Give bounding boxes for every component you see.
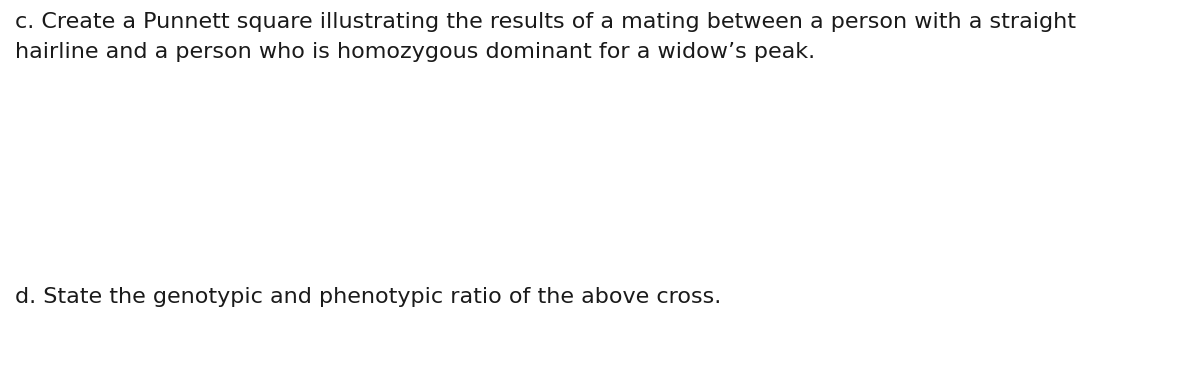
Text: hairline and a person who is homozygous dominant for a widow’s peak.: hairline and a person who is homozygous …: [14, 42, 815, 62]
Text: d. State the genotypic and phenotypic ratio of the above cross.: d. State the genotypic and phenotypic ra…: [14, 287, 721, 307]
Text: c. Create a Punnett square illustrating the results of a mating between a person: c. Create a Punnett square illustrating …: [14, 12, 1076, 32]
